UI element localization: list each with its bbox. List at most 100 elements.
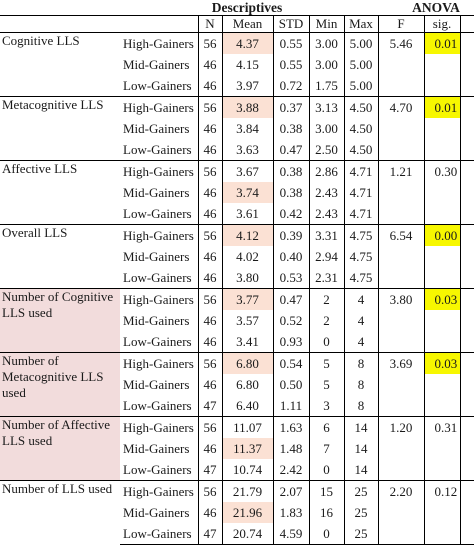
table-row: Number of Affective LLS used High-Gainers…	[0, 416, 474, 481]
gainer-level: Low-Gainers	[123, 142, 192, 157]
results-table: N Mean STD Min Max F sig. Cognitive LLS H…	[0, 15, 474, 545]
empty-cell	[459, 310, 474, 331]
empty-cell	[459, 416, 474, 438]
empty-cell	[459, 118, 474, 139]
min-value: 3	[308, 395, 344, 417]
empty-cell	[423, 246, 460, 267]
std-value: 0.93	[272, 331, 309, 353]
empty-cell	[423, 203, 460, 225]
max-value: 25	[343, 480, 378, 502]
gainer-level: High-Gainers	[120, 416, 198, 438]
empty-cell	[423, 523, 460, 545]
min-value: 1.75	[308, 75, 344, 97]
gainer-level: Mid-Gainers	[123, 313, 190, 328]
std-value: 0.37	[272, 96, 309, 118]
table-row: Low-Gainers 47 6.40 1.11 3 8	[0, 395, 474, 417]
table-row: Affective LLS High-Gainers 56 3.67 0.38 2.86 4…	[0, 160, 474, 225]
std-value: 4.59	[272, 523, 309, 545]
empty-cell	[459, 523, 474, 545]
empty-cell	[459, 459, 474, 481]
n-value: 56	[197, 160, 222, 182]
group-label: Affective LLS	[2, 161, 78, 177]
min-value: 0	[308, 331, 344, 353]
empty-cell	[459, 54, 474, 75]
gainer-level: Low-Gainers	[123, 398, 192, 413]
sig-value: 0.12	[434, 484, 458, 499]
min-value: 3.00	[308, 118, 344, 139]
min-value: 2.43	[308, 203, 344, 225]
min-value: 5	[308, 352, 344, 374]
empty-cell	[377, 54, 424, 75]
empty-cell	[459, 139, 474, 161]
sig-value: 0.31	[434, 420, 458, 435]
max-value: 5.00	[343, 54, 378, 75]
max-value: 4	[343, 331, 378, 353]
std-value: 0.38	[272, 160, 309, 182]
std-value: 0.38	[272, 182, 309, 203]
table-row: Number of Metacognitive LLS used High-Gai…	[0, 352, 474, 417]
gainer-level: High-Gainers	[120, 352, 198, 374]
empty-cell	[459, 182, 474, 203]
gainer-level: High-Gainers	[120, 224, 198, 246]
empty-cell	[459, 246, 474, 267]
max-column-header: Max	[343, 15, 378, 33]
sig-value: 0.01	[434, 36, 458, 51]
empty-cell	[377, 139, 424, 161]
group-label-cell: Number of Cognitive LLS used	[0, 288, 120, 353]
empty-cell	[423, 438, 460, 459]
empty-cell	[459, 395, 474, 417]
max-value: 5.00	[343, 32, 378, 54]
n-value: 46	[197, 310, 222, 331]
min-value: 3.31	[308, 224, 344, 246]
empty-cell	[377, 310, 424, 331]
min-value: 2	[308, 310, 344, 331]
min-value: 6	[308, 416, 344, 438]
table-row: Low-Gainers 46 3.80 0.53 2.31 4.75	[0, 267, 474, 289]
group-label-cell: Affective LLS	[0, 160, 120, 225]
max-value: 14	[343, 438, 378, 459]
gainer-level: High-Gainers	[120, 480, 198, 502]
mean-value: 3.41	[221, 331, 273, 353]
empty-cell	[459, 331, 474, 353]
max-value: 8	[343, 395, 378, 417]
table-row: Mid-Gainers 46 3.84 0.38 3.00 4.50	[0, 118, 474, 139]
std-value: 0.53	[272, 267, 309, 289]
f-value: 4.70	[377, 96, 424, 118]
sig-value-cell: 0.01	[423, 32, 460, 54]
table-row: Mid-Gainers 46 3.57 0.52 2 4	[0, 310, 474, 331]
min-value: 2.86	[308, 160, 344, 182]
empty-cell	[459, 480, 474, 502]
sig-value-cell: 0.30	[423, 160, 460, 182]
empty-cell	[377, 459, 424, 481]
sig-value: 0.03	[434, 356, 458, 371]
std-value: 0.40	[272, 246, 309, 267]
table-row: Number of Cognitive LLS used High-Gainers…	[0, 288, 474, 353]
empty-cell	[423, 395, 460, 417]
empty-cell	[377, 374, 424, 395]
table-row: Low-Gainers 46 3.41 0.93 0 4	[0, 331, 474, 353]
n-value: 47	[197, 459, 222, 481]
empty-cell	[423, 459, 460, 481]
empty-cell	[377, 331, 424, 353]
empty-cell	[377, 523, 424, 545]
std-value: 0.55	[272, 32, 309, 54]
group-label: Metacognitive LLS	[2, 97, 104, 113]
min-value: 2.43	[308, 182, 344, 203]
sig-value-cell: 0.12	[423, 480, 460, 502]
empty-cell	[377, 118, 424, 139]
max-value: 4.71	[343, 182, 378, 203]
empty-cell	[423, 54, 460, 75]
mean-value: 21.79	[221, 480, 273, 502]
gainer-level: Low-Gainers	[123, 270, 192, 285]
n-value: 46	[197, 246, 222, 267]
empty-cell	[459, 267, 474, 289]
n-value: 46	[197, 182, 222, 203]
blank-header	[459, 15, 474, 33]
n-value: 56	[197, 32, 222, 54]
empty-cell	[377, 246, 424, 267]
group-label: Overall LLS	[2, 225, 68, 241]
sig-value-cell: 0.03	[423, 352, 460, 374]
gainer-level: High-Gainers	[120, 96, 198, 118]
max-value: 4.75	[343, 267, 378, 289]
mean-value: 4.15	[221, 54, 273, 75]
